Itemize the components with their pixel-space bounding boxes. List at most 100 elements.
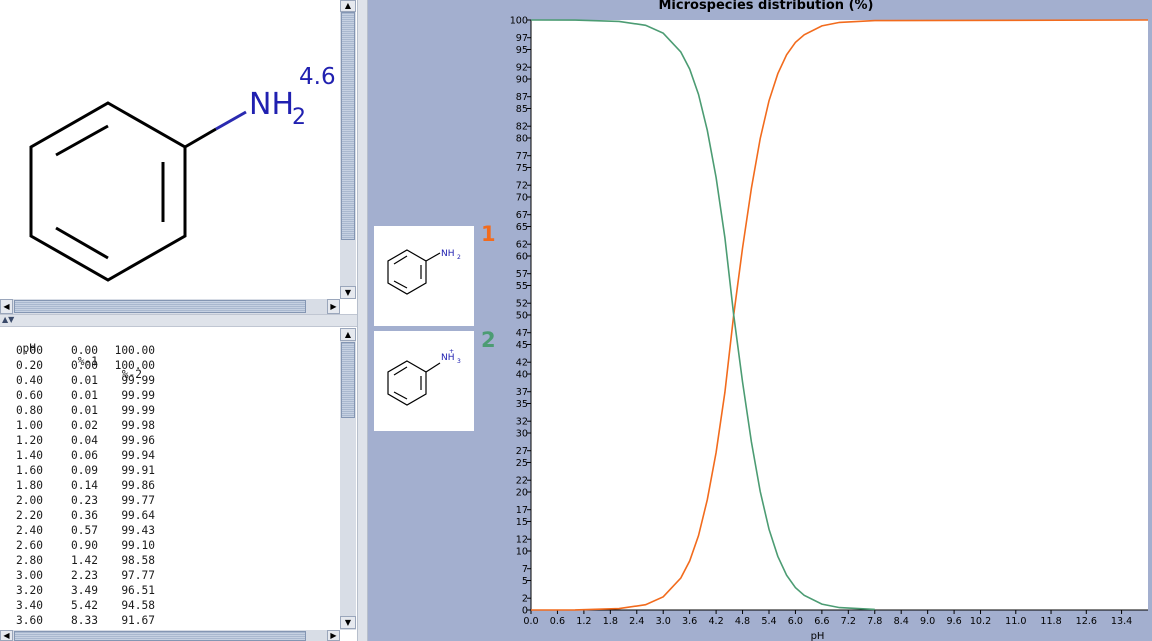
table-cell: 3.60 xyxy=(16,614,43,627)
x-tick-label: 7.2 xyxy=(841,616,856,627)
x-tick-label: 0.0 xyxy=(523,616,538,627)
scroll-down-button[interactable]: ▼ xyxy=(340,286,356,299)
table-cell: 1.80 xyxy=(16,479,43,492)
y-tick-label: 35 xyxy=(516,399,528,410)
y-tick-label: 90 xyxy=(516,75,528,86)
table-cell: 2.00 xyxy=(16,494,43,507)
y-tick-label: 57 xyxy=(516,269,528,280)
table-cell: 2.20 xyxy=(16,509,43,522)
table-horizontal-scrollbar[interactable]: ◀ ▶ xyxy=(0,630,340,641)
y-tick-label: 52 xyxy=(516,299,528,310)
scroll-left-button[interactable]: ◀ xyxy=(0,299,13,314)
table-cell: 0.09 xyxy=(71,464,98,477)
y-tick-label: 75 xyxy=(516,163,528,174)
table-scroll-thumb-horizontal[interactable] xyxy=(14,631,306,641)
table-row: 2.00 0.23 99.77 xyxy=(0,494,340,509)
y-tick-label: 30 xyxy=(516,429,528,440)
table-scroll-up-button[interactable]: ▲ xyxy=(340,328,356,341)
molecule-vertical-scrollbar[interactable]: ▲ ▼ xyxy=(340,0,356,299)
table-cell: 97.77 xyxy=(121,569,155,582)
y-tick-label: 97 xyxy=(516,33,528,44)
table-cell: 0.01 xyxy=(71,374,98,387)
table-row: 1.20 0.04 99.96 xyxy=(0,434,340,449)
y-tick-label: 12 xyxy=(516,535,528,546)
y-tick-label: 77 xyxy=(516,151,528,162)
table-cell: 99.99 xyxy=(121,404,155,417)
table-cell: 0.90 xyxy=(71,539,98,552)
table-cell: 0.60 xyxy=(16,389,43,402)
x-tick-label: 0.6 xyxy=(550,616,565,627)
table-cell: 3.40 xyxy=(16,599,43,612)
scroll-thumb-horizontal[interactable] xyxy=(14,300,306,313)
table-cell: 2.40 xyxy=(16,524,43,537)
table-header: pH %-1 %-2 xyxy=(0,329,340,381)
x-tick-label: 13.4 xyxy=(1111,616,1132,627)
y-tick-label: 85 xyxy=(516,104,528,115)
table-scroll-left-button[interactable]: ◀ xyxy=(0,630,13,641)
split-divider-horizontal[interactable]: ▲▼ xyxy=(0,314,357,327)
x-tick-label: 3.0 xyxy=(656,616,671,627)
split-divider-vertical[interactable] xyxy=(357,0,368,641)
y-tick-label: 0 xyxy=(522,606,528,617)
y-tick-label: 72 xyxy=(516,181,528,192)
table-row: 2.40 0.57 99.43 xyxy=(0,524,340,539)
table-row: 1.40 0.06 99.94 xyxy=(0,449,340,464)
table-scroll-right-button[interactable]: ▶ xyxy=(327,630,340,641)
x-tick-label: 4.8 xyxy=(735,616,750,627)
table-cell: 0.20 xyxy=(16,359,43,372)
table-row: 0.20 0.00 100.00 xyxy=(0,359,340,374)
molecule-horizontal-scrollbar[interactable]: ◀ ▶ xyxy=(0,299,340,314)
table-cell: 0.06 xyxy=(71,449,98,462)
table-cell: 98.58 xyxy=(121,554,155,567)
table-cell: 1.00 xyxy=(16,419,43,432)
x-tick-label: 2.4 xyxy=(629,616,644,627)
y-tick-label: 60 xyxy=(516,252,528,263)
table-scroll-down-button[interactable]: ▼ xyxy=(340,616,356,629)
table-row: 0.00 0.00 100.00 xyxy=(0,344,340,359)
table-cell: 0.36 xyxy=(71,509,98,522)
y-tick-label: 22 xyxy=(516,476,528,487)
y-tick-label: 67 xyxy=(516,210,528,221)
table-cell: 0.14 xyxy=(71,479,98,492)
scroll-up-button[interactable]: ▲ xyxy=(340,0,356,12)
scroll-thumb[interactable] xyxy=(341,12,355,240)
table-row: 3.40 5.42 94.58 xyxy=(0,599,340,614)
column-header-species2: %-2 xyxy=(121,368,142,381)
table-cell: 2.60 xyxy=(16,539,43,552)
x-tick-label: 4.2 xyxy=(708,616,723,627)
y-tick-label: 100 xyxy=(510,16,528,27)
collapse-arrows-icon[interactable]: ▲▼ xyxy=(2,315,15,324)
table-row: 2.80 1.42 98.58 xyxy=(0,554,340,569)
table-cell: 0.02 xyxy=(71,419,98,432)
table-cell: 99.64 xyxy=(121,509,155,522)
x-tick-label: 9.6 xyxy=(946,616,961,627)
table-vertical-scrollbar[interactable]: ▲ ▼ xyxy=(340,328,356,630)
molecule-structure: NH 2 xyxy=(29,87,306,282)
y-tick-label: 25 xyxy=(516,458,528,469)
y-tick-label: 32 xyxy=(516,417,528,428)
distribution-chart: 0257101215172022252730323537404245475052… xyxy=(510,16,1149,641)
species-1-structure: NH 2 xyxy=(374,226,474,326)
table-cell: 2.23 xyxy=(71,569,98,582)
table-cell: 1.42 xyxy=(71,554,98,567)
table-row: 3.20 3.49 96.51 xyxy=(0,584,340,599)
table-cell: 8.33 xyxy=(71,614,98,627)
table-scroll-thumb[interactable] xyxy=(341,342,355,418)
table-row: 1.80 0.14 99.86 xyxy=(0,479,340,494)
y-tick-label: 87 xyxy=(516,92,528,103)
x-tick-label: 11.8 xyxy=(1040,616,1061,627)
scroll-right-button[interactable]: ▶ xyxy=(327,299,340,314)
table-cell: 0.01 xyxy=(71,404,98,417)
series-1-line xyxy=(530,19,1149,611)
distribution-table: pH %-1 %-2 0.00 0.00 100.00 0.20 0.00 100.00 0… xyxy=(0,328,340,630)
table-cell: 99.98 xyxy=(121,419,155,432)
y-tick-label: 5 xyxy=(522,576,528,587)
table-row: 1.60 0.09 99.91 xyxy=(0,464,340,479)
x-tick-label: 5.4 xyxy=(761,616,776,627)
species-1-group: NH xyxy=(441,249,455,259)
x-tick-label: 7.8 xyxy=(867,616,882,627)
pka-label: 4.6 xyxy=(299,64,336,90)
y-tick-label: 70 xyxy=(516,193,528,204)
table-cell: 1.20 xyxy=(16,434,43,447)
table-cell: 0.01 xyxy=(71,389,98,402)
